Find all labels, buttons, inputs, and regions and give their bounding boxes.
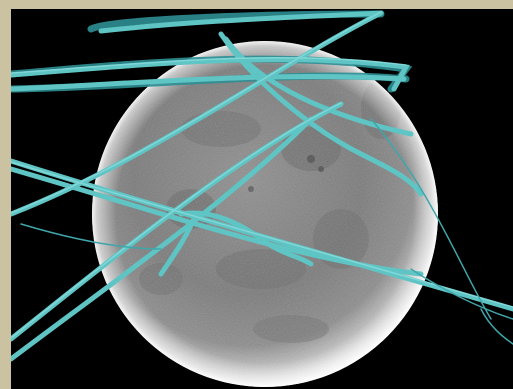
- micrograph-photo: [11, 9, 513, 389]
- micrograph-svg: [11, 10, 513, 387]
- fibers: [11, 10, 513, 362]
- sphere: [92, 41, 438, 387]
